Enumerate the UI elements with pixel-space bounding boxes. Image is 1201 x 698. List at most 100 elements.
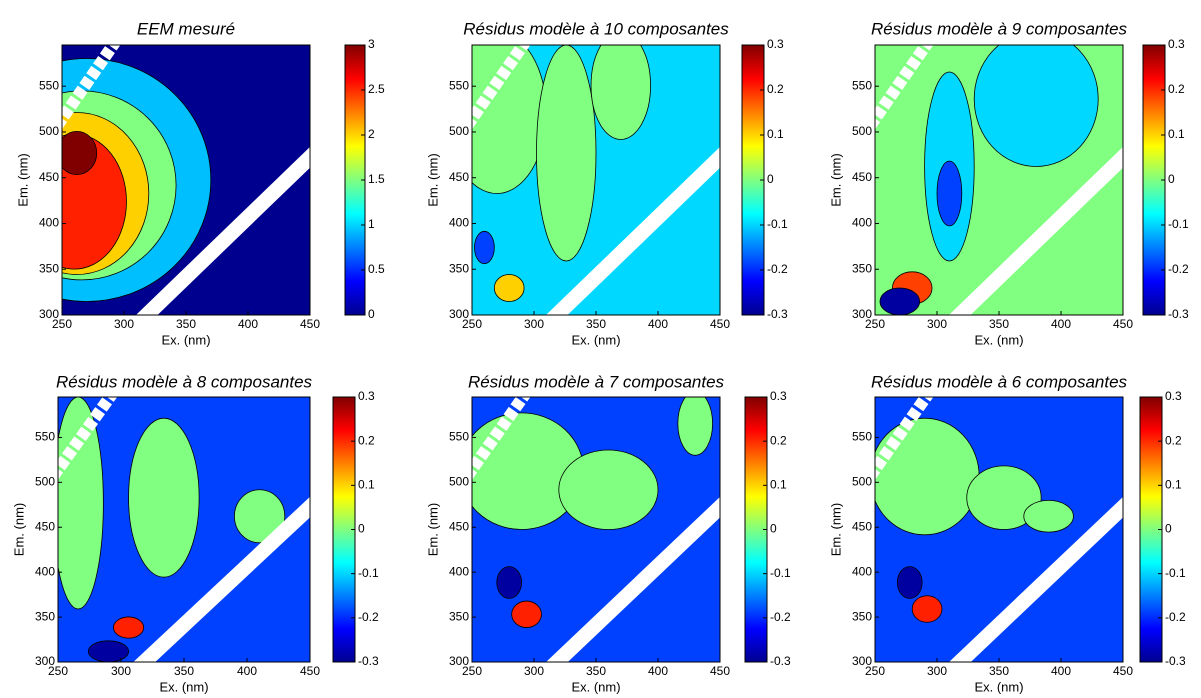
y-tick-label: 550 — [39, 78, 59, 92]
y-tick-label: 300 — [39, 307, 59, 321]
colorbar-tick-label: 0.3 — [358, 389, 375, 403]
y-tick-label: 350 — [852, 609, 872, 623]
colorbar-tick-label: 0.2 — [1168, 82, 1185, 96]
colorbar-tick-label: 1 — [368, 217, 375, 231]
y-tick-label: 500 — [449, 124, 469, 138]
contour-region — [87, 640, 129, 662]
colorbar-tick-label: 0.1 — [358, 478, 375, 492]
contour-region — [1023, 499, 1074, 533]
y-tick-label: 350 — [449, 609, 469, 623]
contour-region — [875, 417, 980, 536]
colorbar-tick-label: 0.2 — [358, 433, 375, 447]
colorbar-tick-label: -0.2 — [358, 610, 379, 624]
x-tick-label: 300 — [111, 664, 131, 678]
contour-region — [677, 397, 713, 456]
plot-area — [472, 397, 720, 662]
y-tick-label: 350 — [449, 261, 469, 275]
plot-area — [472, 45, 720, 315]
y-tick-label: 450 — [449, 170, 469, 184]
contour-region — [234, 489, 286, 544]
x-tick-label: 350 — [989, 317, 1009, 331]
scatter-band — [546, 496, 720, 662]
y-tick-label: 350 — [852, 261, 872, 275]
y-tick-label: 450 — [35, 519, 55, 533]
y-tick-label: 500 — [449, 475, 469, 489]
colorbar-tick-label: -0.1 — [770, 566, 791, 580]
x-axis-label: Ex. (nm) — [974, 679, 1023, 694]
x-axis-label: Ex. (nm) — [571, 679, 620, 694]
x-tick-label: 350 — [174, 664, 194, 678]
contour-region — [474, 230, 495, 265]
x-axis-label: Ex. (nm) — [159, 679, 208, 694]
scatter-band — [948, 146, 1123, 315]
y-tick-label: 300 — [449, 654, 469, 668]
x-tick-label: 400 — [1051, 664, 1071, 678]
colorbar-tick-label: -0.3 — [358, 654, 379, 668]
y-tick-label: 400 — [449, 564, 469, 578]
y-tick-label: 500 — [852, 124, 872, 138]
colorbar-tick-label: -0.1 — [1165, 566, 1186, 580]
contour-region — [911, 595, 943, 623]
x-tick-label: 350 — [989, 664, 1009, 678]
y-tick-label: 500 — [852, 475, 872, 489]
y-tick-label: 300 — [852, 307, 872, 321]
colorbar-tick-label: 0 — [358, 522, 365, 536]
plot-area — [875, 397, 1123, 662]
x-tick-label: 400 — [238, 317, 258, 331]
scatter-band — [472, 397, 531, 480]
colorbar-tick-label: 0.5 — [368, 262, 385, 276]
y-tick-label: 350 — [39, 261, 59, 275]
y-tick-label: 450 — [39, 170, 59, 184]
chart-title: Résidus modèle à 8 composantes — [56, 372, 313, 391]
y-tick-label: 400 — [852, 216, 872, 230]
y-tick-label: 550 — [449, 78, 469, 92]
contour-region — [113, 616, 145, 639]
contour-region — [496, 566, 523, 599]
colorbar-tick-label: -0.3 — [770, 654, 791, 668]
y-tick-label: 550 — [852, 430, 872, 444]
y-axis-label: Em. (nm) — [425, 503, 440, 556]
x-tick-label: 400 — [237, 664, 257, 678]
scatter-band — [545, 146, 720, 315]
y-tick-label: 550 — [35, 430, 55, 444]
x-tick-label: 250 — [865, 664, 885, 678]
y-axis-label: Em. (nm) — [425, 153, 440, 206]
x-tick-label: 250 — [865, 317, 885, 331]
x-tick-label: 250 — [462, 664, 482, 678]
x-tick-label: 250 — [48, 664, 68, 678]
contour-region — [493, 274, 525, 302]
colorbar-tick-label: 0.1 — [767, 127, 784, 141]
y-tick-label: 550 — [852, 78, 872, 92]
contour-region — [936, 160, 963, 227]
scatter-band — [58, 397, 118, 480]
x-tick-label: 300 — [927, 664, 947, 678]
y-tick-label: 550 — [449, 430, 469, 444]
y-tick-label: 450 — [852, 519, 872, 533]
colorbar-tick-label: 2 — [368, 127, 375, 141]
colorbar-tick-label: 0.1 — [1168, 127, 1185, 141]
y-axis-label: Em. (nm) — [15, 153, 30, 206]
colorbar-tick-label: 0.2 — [770, 433, 787, 447]
colorbar-tick-label: 0.3 — [767, 37, 784, 51]
y-tick-label: 400 — [449, 216, 469, 230]
x-tick-label: 450 — [710, 317, 730, 331]
x-tick-label: 400 — [648, 664, 668, 678]
colorbar-tick-label: -0.3 — [1165, 654, 1186, 668]
plot-area — [62, 45, 310, 315]
x-tick-label: 250 — [462, 317, 482, 331]
x-tick-label: 450 — [1113, 317, 1133, 331]
scatter-band — [875, 45, 934, 130]
colorbar-tick-label: -0.3 — [767, 307, 788, 321]
y-axis-label: Em. (nm) — [828, 503, 843, 556]
chart-title: Résidus modèle à 7 composantes — [468, 372, 725, 391]
x-tick-label: 350 — [586, 664, 606, 678]
x-tick-label: 450 — [300, 664, 320, 678]
colorbar-tick-label: 0.3 — [1165, 389, 1182, 403]
x-tick-label: 300 — [114, 317, 134, 331]
scatter-band — [472, 45, 531, 130]
x-axis-label: Ex. (nm) — [974, 332, 1023, 347]
